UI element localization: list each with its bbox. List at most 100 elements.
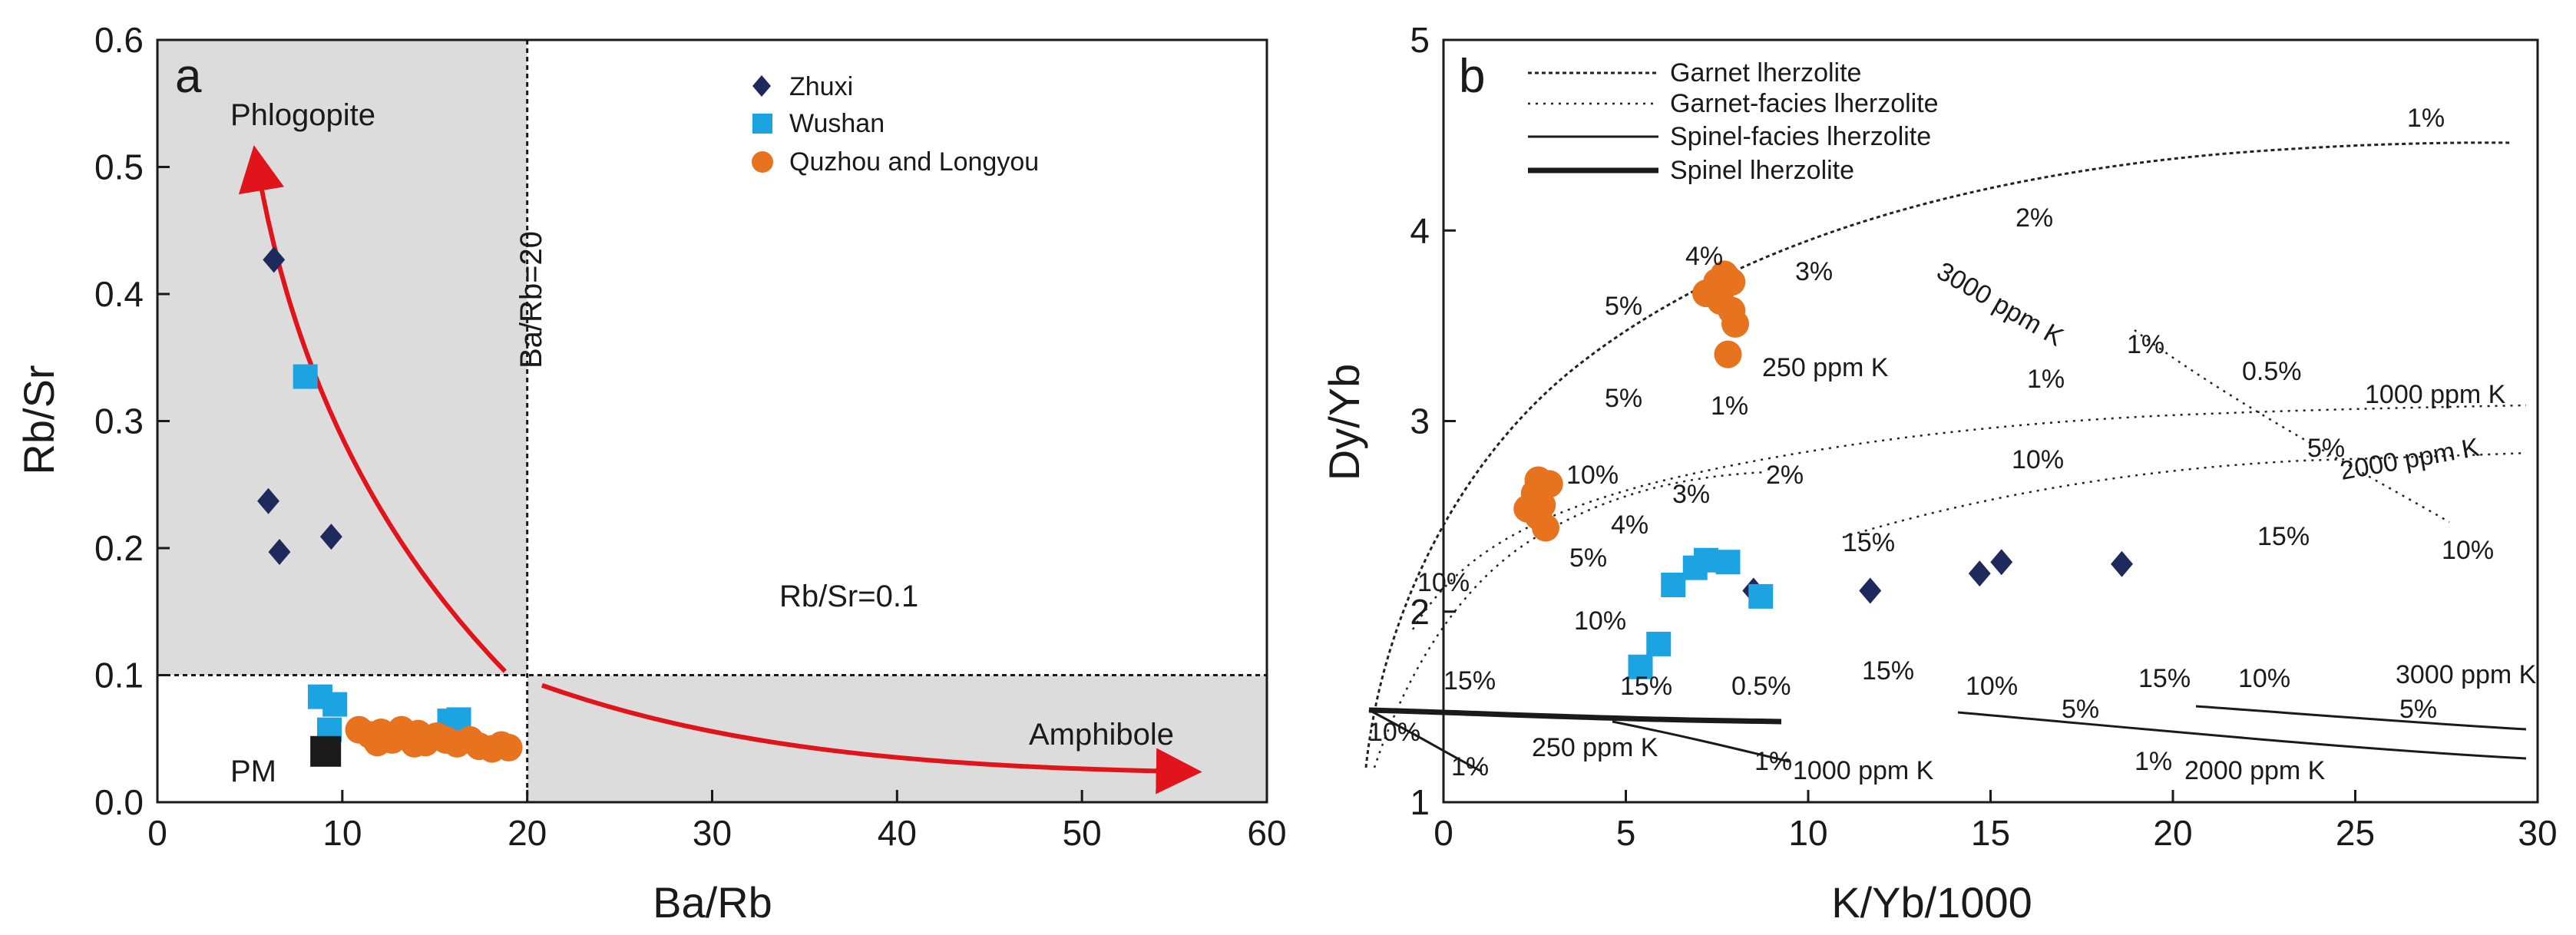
curve-label: 1% (2135, 747, 2172, 776)
curve-label: 1% (2407, 104, 2445, 133)
panel-a-xlabel: Ba/Rb (653, 878, 772, 927)
x-tick-label: 20 (2153, 813, 2192, 853)
legend-quzhou-circle-icon (752, 151, 773, 173)
curve-label: 15% (1862, 656, 1914, 686)
wushan-point (1628, 654, 1653, 679)
curve-label: 15% (1620, 672, 1672, 701)
curve-label: 3% (1672, 480, 1710, 509)
curve-label: 3000 ppm K (1932, 256, 2068, 352)
panel-b: 0 5 10 15 20 25 30 1 2 3 4 5 b K/Yb/1000 Dy/Yb Garn… (1320, 20, 2558, 927)
x-tick-label: 5 (1616, 813, 1636, 853)
legend-spinel-facies-label: Spinel-facies lherzolite (1670, 122, 1931, 151)
curve-label: 15% (1443, 666, 1496, 695)
x-tick-label: 0 (1433, 813, 1453, 853)
legend-quzhou-label: Quzhou and Longyou (789, 147, 1039, 177)
wushan-point (1661, 572, 1686, 597)
curve-label: 10% (2238, 664, 2290, 693)
zhuxi-point (268, 538, 291, 565)
quzhou-and-longyou-point (494, 733, 523, 762)
panel-b-xlabel: K/Yb/1000 (1831, 878, 2032, 927)
curve-label: 4% (1611, 510, 1648, 540)
zhuxi-point (1990, 549, 2013, 576)
curve-label: 10% (2442, 536, 2494, 565)
y-tick-label: 0.4 (94, 274, 144, 314)
quzhou-and-longyou-point (1535, 470, 1563, 498)
x-tick-label: 25 (2336, 813, 2375, 853)
y-tick-label: 1 (1410, 782, 1430, 822)
legend-wushan-square-icon (752, 114, 772, 134)
panel-a: 0 10 20 30 40 50 60 0.0 0.1 0.2 0.3 0.4 0.5 0.6 a Ba/… (15, 20, 1287, 927)
panel-a-data-points (257, 246, 523, 767)
wushan-point (1646, 631, 1672, 656)
panel-b-data-points (1513, 260, 2133, 679)
legend-wushan-label: Wushan (789, 109, 885, 138)
curve-label: 1% (2027, 365, 2065, 394)
panel-b-legend: Garnet lherzolite Garnet-facies lherzoli… (1528, 58, 1939, 185)
phlogopite-trend-arrow (238, 145, 507, 673)
y-tick-label: 0.1 (94, 656, 144, 695)
curve-label: 1000 ppm K (1793, 756, 1934, 785)
legend-zhuxi-diamond-icon (752, 75, 771, 97)
curve-label: 15% (1843, 528, 1895, 557)
panel-a-trend-arrows (238, 145, 1202, 795)
y-tick-label: 2 (1410, 592, 1430, 632)
phlogopite-label: Phlogopite (230, 98, 375, 132)
spinel-facies-3000-curve (2195, 705, 2527, 731)
zhuxi-point (1968, 560, 1991, 587)
quzhou-and-longyou-point (1721, 309, 1749, 338)
spinel-facies-1000-curve (1612, 720, 1790, 763)
panel-a-ticks: 0 10 20 30 40 50 60 0.0 0.1 0.2 0.3 0.4 0.5 0.6 (94, 20, 1287, 853)
ba-rb-line-label: Ba/Rb=20 (514, 231, 548, 368)
panel-b-melting-curves (1364, 141, 2527, 773)
curve-label: 2% (1766, 461, 1804, 490)
curve-label: 0.5% (2242, 357, 2302, 386)
garnet-facies-1000-curve (1411, 404, 2527, 630)
curve-label: 1000 ppm K (2365, 380, 2506, 409)
curve-label: 1% (1754, 747, 1792, 776)
x-tick-label: 10 (322, 813, 362, 853)
zhuxi-point (2111, 550, 2133, 577)
curve-label: 4% (1685, 242, 1723, 271)
panel-b-ticks: 0 5 10 15 20 25 30 1 2 3 4 5 (1410, 20, 2557, 853)
curve-label: 250 ppm K (1532, 733, 1658, 762)
legend-spinel-lherzolite-label: Spinel lherzolite (1670, 156, 1854, 185)
wushan-point (1715, 550, 1741, 575)
garnet-facies-250-curve (1373, 471, 1767, 768)
y-tick-label: 0.3 (94, 401, 144, 441)
amphibole-trend-arrow (541, 682, 1202, 795)
x-tick-label: 10 (1788, 813, 1827, 853)
curve-label: 1% (2127, 330, 2164, 359)
x-tick-label: 60 (1247, 813, 1286, 853)
phlogopite-field (157, 40, 527, 676)
zhuxi-point (1859, 577, 1882, 604)
legend-zhuxi-label: Zhuxi (789, 72, 853, 101)
x-tick-label: 30 (693, 813, 732, 853)
wushan-point (322, 692, 348, 717)
curve-label: 10% (1966, 672, 2018, 701)
x-tick-label: 30 (2518, 813, 2557, 853)
garnet-facies-3000-curve (2134, 329, 2450, 524)
zhuxi-point (319, 524, 342, 550)
panel-b-curve-labels: 1% 2% 3% 4% 5% 10% 15% 250 ppm K 1% 5% 1… (1368, 104, 2537, 785)
y-tick-label: 5 (1410, 20, 1430, 60)
wushan-point (293, 364, 318, 389)
pm-point (310, 735, 342, 767)
wushan-point (1748, 583, 1774, 609)
zhuxi-point (257, 487, 279, 514)
curve-label: 5% (2307, 434, 2345, 463)
garnet-lherzolite-curve (1364, 141, 2512, 768)
curve-label: 10% (1566, 461, 1619, 490)
rb-sr-line-label: Rb/Sr=0.1 (779, 580, 918, 613)
curve-label: 5% (1605, 384, 1642, 413)
amphibole-field (527, 675, 1267, 802)
x-tick-label: 0 (147, 813, 167, 853)
panel-a-ylabel: Rb/Sr (15, 365, 63, 474)
panel-b-ylabel: Dy/Yb (1320, 364, 1368, 481)
y-tick-label: 0.6 (94, 20, 144, 60)
x-tick-label: 50 (1063, 813, 1102, 853)
curve-label: 250 ppm K (1762, 353, 1889, 382)
curve-label: 1% (1451, 752, 1489, 781)
x-tick-label: 15 (1971, 813, 2010, 853)
curve-label: 2000 ppm K (2338, 433, 2482, 486)
panel-b-label: b (1459, 50, 1485, 103)
